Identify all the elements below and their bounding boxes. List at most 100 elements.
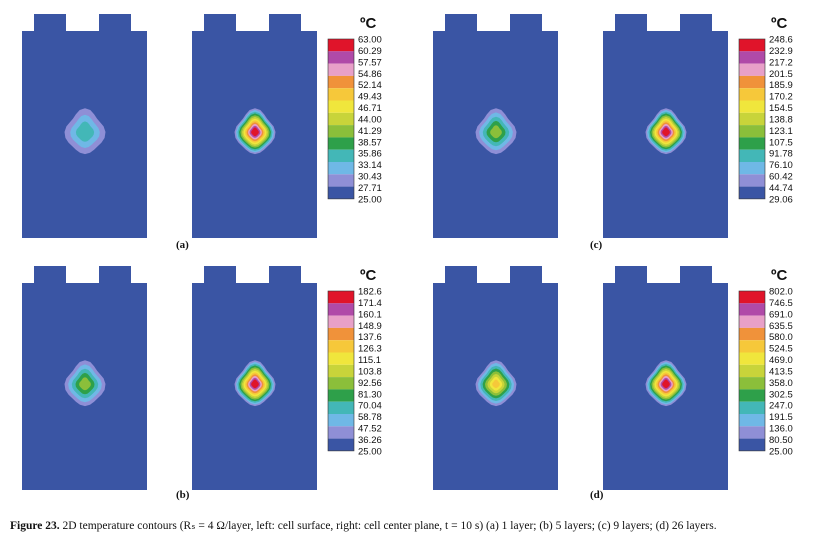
colorbar-frame bbox=[738, 290, 766, 452]
colorbar-tick-label: 46.71 bbox=[358, 103, 382, 114]
colorbar-tick-label: 80.50 bbox=[769, 435, 793, 446]
colorbar-tick-label: 27.71 bbox=[358, 183, 382, 194]
colorbar-tick-label: 580.0 bbox=[769, 332, 793, 343]
colorbar-swatch bbox=[328, 291, 354, 304]
colorbar-swatch bbox=[328, 137, 354, 150]
colorbar-tick-label: 171.4 bbox=[358, 298, 382, 309]
colorbar-tick-label: 115.1 bbox=[358, 355, 381, 366]
colorbar-swatch bbox=[739, 426, 765, 439]
colorbar-tick-label: 25.00 bbox=[358, 194, 382, 205]
colorbar-swatch bbox=[739, 162, 765, 175]
panel-label: (b) bbox=[176, 489, 190, 501]
colorbar-swatch bbox=[328, 327, 354, 341]
colorbar-tick-label: 49.43 bbox=[358, 92, 382, 103]
colorbar-tick-label: 524.5 bbox=[769, 344, 793, 355]
colorbar-swatch bbox=[739, 438, 765, 451]
colorbar-swatch bbox=[328, 377, 354, 390]
colorbar-tick-label: 25.00 bbox=[358, 446, 382, 457]
colorbar-frame bbox=[738, 38, 766, 200]
colorbar-tick-label: 123.1 bbox=[769, 126, 793, 137]
colorbar-swatch bbox=[328, 340, 354, 353]
colorbar-swatch bbox=[328, 364, 354, 378]
colorbar-swatch bbox=[328, 149, 354, 162]
colorbar-tick-label: 137.6 bbox=[358, 332, 382, 343]
center-contour-band-13 bbox=[252, 129, 258, 135]
colorbar-swatch bbox=[739, 352, 765, 365]
caption-label: Figure 23. bbox=[10, 520, 60, 532]
panel-d: 802.0746.5691.0635.5580.0524.5469.0413.5… bbox=[433, 266, 793, 501]
colorbar-swatch bbox=[739, 303, 765, 316]
colorbar-tick-label: 302.5 bbox=[769, 389, 793, 400]
colorbar-tick-label: 635.5 bbox=[769, 321, 793, 332]
colorbar-tick-label: 691.0 bbox=[769, 309, 793, 320]
colorbar-swatch bbox=[739, 364, 765, 378]
colorbar-tick-label: 36.26 bbox=[358, 435, 382, 446]
colorbar-tick-label: 138.8 bbox=[769, 114, 793, 125]
colorbar-swatch bbox=[739, 377, 765, 390]
colorbar-tick-label: 29.06 bbox=[769, 194, 793, 205]
colorbar-tick-label: 25.00 bbox=[769, 446, 793, 457]
colorbar-tick-label: 413.5 bbox=[769, 366, 793, 377]
colorbar-tick-label: 185.9 bbox=[769, 80, 793, 91]
colorbar-swatch bbox=[328, 315, 354, 328]
colorbar-swatch bbox=[328, 51, 354, 64]
colorbar-tick-label: 57.57 bbox=[358, 57, 382, 68]
colorbar-swatch bbox=[739, 100, 765, 113]
colorbar-tick-label: 44.00 bbox=[358, 114, 382, 125]
panel-c: 248.6232.9217.2201.5185.9170.2154.5138.8… bbox=[433, 14, 793, 251]
colorbar-swatch bbox=[739, 63, 765, 76]
unit-label: ºC bbox=[360, 267, 376, 284]
colorbar-tick-label: 170.2 bbox=[769, 92, 793, 103]
colorbar-swatch bbox=[739, 75, 765, 89]
colorbar-tick-label: 92.56 bbox=[358, 378, 382, 389]
colorbar-swatch bbox=[739, 315, 765, 328]
colorbar-swatch bbox=[328, 88, 354, 101]
colorbar-swatch bbox=[328, 438, 354, 451]
colorbar-tick-label: 35.86 bbox=[358, 149, 382, 160]
colorbar-tick-label: 160.1 bbox=[358, 309, 382, 320]
colorbar-swatch bbox=[739, 51, 765, 64]
surface-contour-band-3 bbox=[75, 121, 95, 142]
colorbar-swatch bbox=[739, 414, 765, 427]
colorbar-tick-label: 41.29 bbox=[358, 126, 382, 137]
colorbar-tick-label: 58.78 bbox=[358, 412, 382, 423]
caption-text: 2D temperature contours (Rₛ = 4 Ω/layer,… bbox=[62, 520, 717, 532]
colorbar-tick-label: 469.0 bbox=[769, 355, 793, 366]
colorbar-frame bbox=[327, 290, 355, 452]
colorbar-tick-label: 54.86 bbox=[358, 69, 382, 80]
colorbar-tick-label: 76.10 bbox=[769, 160, 793, 171]
colorbar-swatch bbox=[739, 137, 765, 150]
panel-label: (c) bbox=[590, 239, 603, 251]
colorbar-tick-label: 52.14 bbox=[358, 80, 382, 91]
colorbar-tick-label: 33.14 bbox=[358, 160, 382, 171]
colorbar-swatch bbox=[739, 291, 765, 304]
unit-label: ºC bbox=[360, 15, 376, 32]
colorbar-swatch bbox=[739, 174, 765, 187]
colorbar-swatch bbox=[328, 303, 354, 316]
colorbar-tick-label: 136.0 bbox=[769, 424, 793, 435]
colorbar-tick-label: 148.9 bbox=[358, 321, 382, 332]
colorbar-tick-label: 247.0 bbox=[769, 401, 793, 412]
panel-label: (a) bbox=[176, 239, 189, 251]
colorbar-swatch bbox=[739, 125, 765, 138]
colorbar-swatch bbox=[328, 75, 354, 89]
colorbar-swatch bbox=[739, 340, 765, 353]
colorbar-swatch bbox=[739, 186, 765, 199]
colorbar-swatch bbox=[328, 352, 354, 365]
colorbar-swatch bbox=[739, 149, 765, 162]
surface-contour-band-8 bbox=[492, 379, 500, 389]
center-contour-band-13 bbox=[663, 381, 669, 387]
colorbar-swatch bbox=[739, 389, 765, 402]
panel-label: (d) bbox=[590, 489, 604, 501]
colorbar-legend: 63.0060.2957.5754.8652.1449.4346.7144.00… bbox=[327, 15, 382, 205]
colorbar-swatch bbox=[328, 100, 354, 113]
colorbar-tick-label: 60.29 bbox=[358, 46, 382, 57]
colorbar-swatch bbox=[739, 327, 765, 341]
colorbar-tick-label: 60.42 bbox=[769, 172, 793, 183]
colorbar-tick-label: 91.78 bbox=[769, 149, 793, 160]
colorbar-tick-label: 38.57 bbox=[358, 137, 382, 148]
colorbar-swatch bbox=[739, 401, 765, 414]
colorbar-swatch bbox=[328, 63, 354, 76]
center-contour-band-13 bbox=[252, 381, 258, 387]
colorbar-legend: 802.0746.5691.0635.5580.0524.5469.0413.5… bbox=[738, 267, 793, 457]
